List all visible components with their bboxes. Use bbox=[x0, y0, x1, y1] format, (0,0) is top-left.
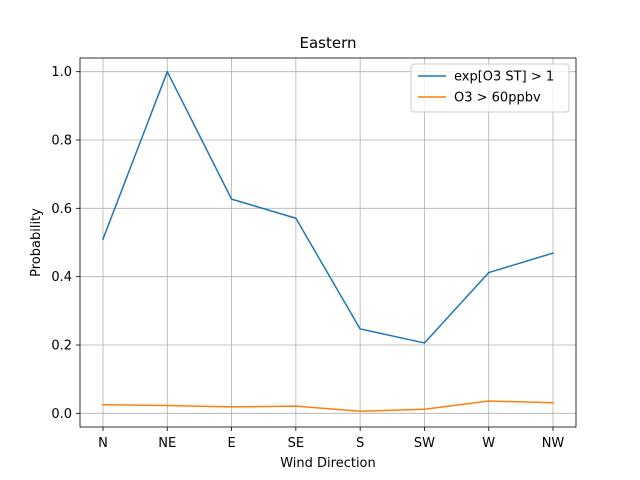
legend-label-o3-60ppbv: O3 > 60ppbv bbox=[454, 91, 541, 106]
data-point-o3-60ppbv-nw bbox=[552, 401, 554, 404]
series-line-o3-60ppbv bbox=[102, 400, 554, 413]
data-point-o3-60ppbv-ne bbox=[166, 404, 169, 407]
y-tick-label-0-4: 0.4 bbox=[51, 270, 72, 285]
data-point-o3-60ppbv-s bbox=[359, 410, 361, 413]
x-tick-label-s: S bbox=[356, 436, 364, 451]
y-tick-label-0-2: 0.2 bbox=[51, 339, 72, 354]
legend: exp[O3 ST] > 1 O3 > 60ppbv bbox=[410, 63, 570, 113]
x-tick-label-ne: NE bbox=[158, 436, 176, 451]
x-axis-ticks: N NE E SE S SW W NW bbox=[98, 427, 564, 451]
x-axis-title: Wind Direction bbox=[280, 456, 376, 471]
x-tick-label-w: W bbox=[482, 436, 495, 451]
x-tick-label-e: E bbox=[227, 436, 235, 451]
plot-area-frame bbox=[79, 57, 577, 428]
data-point-exp-o3-st-1-ne bbox=[166, 70, 169, 73]
data-point-exp-o3-st-1-sw bbox=[423, 342, 426, 344]
data-point-o3-60ppbv-sw bbox=[423, 408, 426, 410]
data-point-o3-60ppbv-e bbox=[230, 406, 233, 408]
data-point-exp-o3-st-1-se bbox=[295, 217, 297, 219]
data-point-exp-o3-st-1-n bbox=[102, 238, 104, 240]
series-line-exp-o3-st-1 bbox=[102, 70, 554, 344]
data-point-exp-o3-st-1-w bbox=[487, 271, 490, 274]
data-point-o3-60ppbv-w bbox=[487, 400, 490, 402]
legend-box bbox=[410, 63, 570, 113]
y-axis-title: Probability bbox=[29, 208, 44, 277]
data-point-exp-o3-st-1-e bbox=[230, 198, 233, 200]
chart-title: Eastern bbox=[299, 34, 356, 52]
x-tick-label-nw: NW bbox=[542, 436, 565, 451]
legend-label-exp-o3-st: exp[O3 ST] > 1 bbox=[454, 70, 554, 85]
y-tick-label-0-0: 0.0 bbox=[51, 407, 72, 422]
data-point-o3-60ppbv-n bbox=[102, 404, 104, 406]
data-point-o3-60ppbv-se bbox=[295, 405, 297, 407]
x-tick-label-sw: SW bbox=[414, 436, 435, 451]
series-lines bbox=[102, 70, 554, 413]
grid bbox=[80, 58, 576, 427]
x-tick-label-se: SE bbox=[288, 436, 304, 451]
data-point-exp-o3-st-1-nw bbox=[552, 252, 554, 254]
x-tick-label-n: N bbox=[98, 436, 108, 451]
data-point-exp-o3-st-1-s bbox=[359, 328, 361, 330]
y-tick-label-0-8: 0.8 bbox=[51, 134, 72, 149]
y-tick-label-0-6: 0.6 bbox=[51, 202, 72, 217]
y-axis-ticks: 0.0 0.2 0.4 0.6 0.8 1.0 bbox=[51, 65, 80, 422]
y-tick-label-1-0: 1.0 bbox=[51, 65, 72, 80]
